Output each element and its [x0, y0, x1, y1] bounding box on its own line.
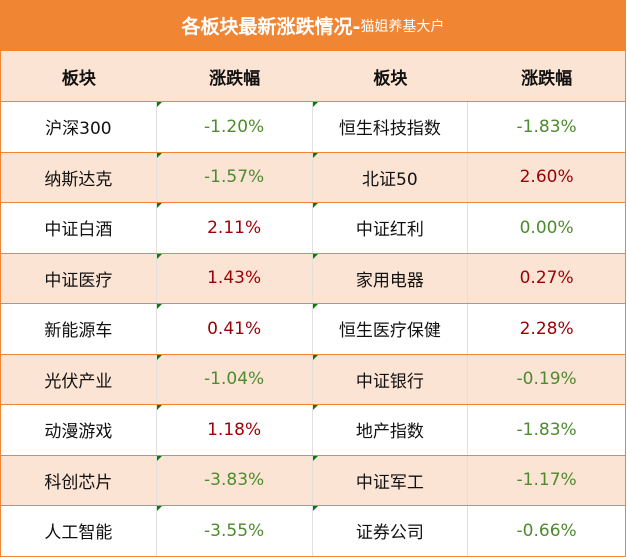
sector-name: 中证红利 — [312, 203, 469, 253]
sector-name: 恒生医疗保健 — [312, 304, 469, 354]
change-value: -0.19% — [516, 369, 577, 390]
sector-name: 中证军工 — [312, 455, 469, 505]
change-value: -1.57% — [156, 152, 313, 202]
table-row: 中证白酒 2.11% 中证红利 0.00% — [1, 203, 625, 254]
header-change-2: 涨跌幅 — [521, 68, 573, 89]
sector-name: 沪深300 — [1, 102, 157, 152]
table-row: 动漫游戏 1.18% 地产指数 -1.83% — [1, 405, 625, 456]
table-row: 光伏产业 -1.04% 中证银行 -0.19% — [1, 354, 625, 405]
sector-name: 地产指数 — [312, 405, 469, 455]
change-value: -3.83% — [156, 455, 313, 505]
table-row: 沪深300 -1.20% 恒生科技指数 -1.83% — [1, 102, 625, 153]
change-value: 2.28% — [519, 318, 574, 339]
sector-name: 家用电器 — [312, 253, 469, 303]
sector-name: 中证白酒 — [1, 203, 157, 253]
table-row: 人工智能 -3.55% 证券公司 -0.66% — [1, 506, 625, 557]
cell-marker-icon — [156, 405, 162, 410]
cell-marker-icon — [312, 152, 318, 158]
table-row: 新能源车 0.41% 恒生医疗保健 2.28% — [1, 304, 625, 355]
change-value: -0.66% — [516, 520, 577, 541]
cell-marker-icon — [156, 304, 162, 309]
change-value: 1.18% — [156, 405, 313, 455]
change-value: -1.83% — [516, 116, 577, 137]
cell-marker-icon — [312, 253, 318, 259]
sector-name: 动漫游戏 — [1, 405, 157, 455]
change-value: -1.83% — [516, 419, 577, 440]
cell-marker-icon — [156, 253, 162, 259]
cell-marker-icon — [156, 354, 162, 360]
sector-name: 光伏产业 — [1, 354, 157, 404]
cell-marker-icon — [156, 102, 162, 107]
change-value: 0.41% — [156, 304, 313, 354]
cell-marker-icon — [312, 102, 318, 107]
cell-marker-icon — [312, 506, 318, 511]
sector-name: 人工智能 — [1, 506, 157, 556]
title-main: 各板块最新涨跌情况- — [181, 16, 361, 38]
change-value: 1.43% — [156, 253, 313, 303]
table-row: 纳斯达克 -1.57% 北证50 2.60% — [1, 152, 625, 203]
sector-name: 恒生科技指数 — [312, 102, 469, 152]
sector-name: 中证医疗 — [1, 253, 157, 303]
sector-name: 新能源车 — [1, 304, 157, 354]
sector-name: 北证50 — [312, 152, 469, 202]
title-sub: 猫姐养基大户 — [360, 18, 445, 35]
sector-name: 纳斯达克 — [1, 152, 157, 202]
header-sector-2: 板块 — [373, 68, 408, 89]
table-row: 中证医疗 1.43% 家用电器 0.27% — [1, 253, 625, 304]
sector-name: 证券公司 — [312, 506, 469, 556]
change-value: 0.27% — [519, 268, 574, 289]
sector-name: 中证银行 — [312, 354, 469, 404]
header-change-1: 涨跌幅 — [209, 68, 261, 89]
table-row: 科创芯片 -3.83% 中证军工 -1.17% — [1, 455, 625, 506]
cell-marker-icon — [312, 304, 318, 309]
cell-marker-icon — [156, 203, 162, 208]
cell-marker-icon — [312, 405, 318, 410]
cell-marker-icon — [312, 203, 318, 208]
change-value: -1.04% — [156, 354, 313, 404]
cell-marker-icon — [312, 354, 318, 360]
change-value: 0.00% — [519, 217, 574, 238]
sector-name: 科创芯片 — [1, 455, 157, 505]
cell-marker-icon — [156, 506, 162, 511]
table-title: 各板块最新涨跌情况- 猫姐养基大户 — [1, 0, 625, 51]
change-value: -1.17% — [516, 470, 577, 491]
cell-marker-icon — [312, 455, 318, 461]
change-value: -1.20% — [156, 102, 313, 152]
cell-marker-icon — [156, 455, 162, 461]
header-sector-1: 板块 — [61, 68, 96, 89]
change-value: 2.60% — [519, 167, 574, 188]
cell-marker-icon — [156, 152, 162, 158]
change-value: -3.55% — [156, 506, 313, 556]
header-row: 板块 涨跌幅 板块 涨跌幅 — [1, 51, 625, 102]
change-value: 2.11% — [156, 203, 313, 253]
